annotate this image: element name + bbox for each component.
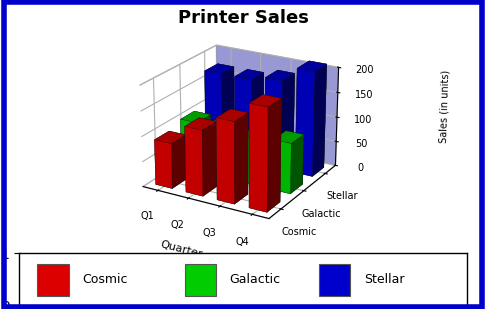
Bar <box>185 264 216 296</box>
Text: Stellar: Stellar <box>364 273 404 286</box>
Text: Cosmic: Cosmic <box>82 273 127 286</box>
Text: Galactic: Galactic <box>229 273 281 286</box>
X-axis label: Quarter: Quarter <box>159 239 203 260</box>
Bar <box>319 264 350 296</box>
Text: Printer Sales: Printer Sales <box>177 9 309 27</box>
Bar <box>37 264 69 296</box>
